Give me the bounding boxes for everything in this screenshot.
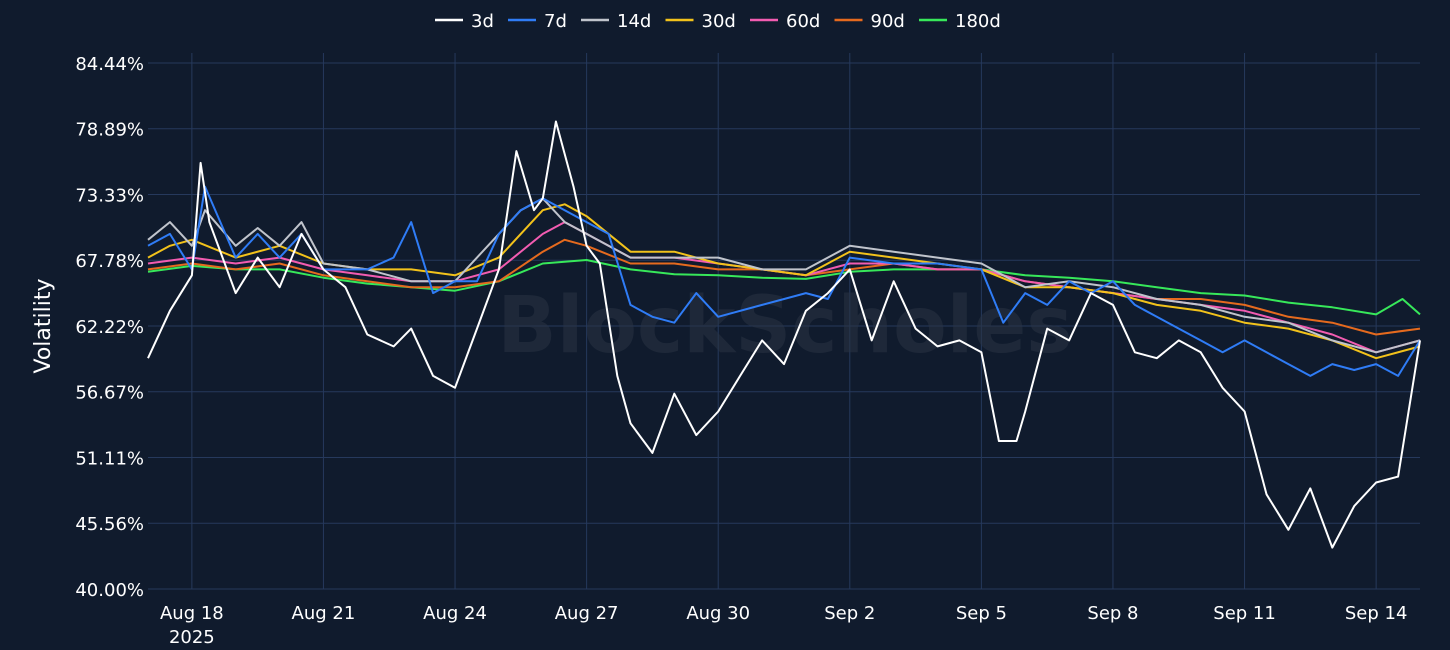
legend-item-60d[interactable]: 60d — [750, 11, 820, 32]
legend-item-14d[interactable]: 14d — [581, 11, 651, 32]
x-tick-label: Sep 2 — [824, 603, 875, 624]
legend-label: 30d — [702, 11, 736, 32]
legend-label: 90d — [871, 11, 905, 32]
x-tick-label: Aug 30 — [686, 603, 750, 624]
x-tick-label: Sep 11 — [1213, 603, 1276, 624]
x-tick-label: Sep 8 — [1087, 603, 1138, 624]
x-tick-label: Aug 27 — [555, 603, 619, 624]
x-tick-label: Sep 5 — [956, 603, 1007, 624]
legend-item-180d[interactable]: 180d — [919, 11, 1001, 32]
y-tick-label: 51.11% — [75, 449, 144, 470]
y-tick-label: 45.56% — [75, 514, 144, 535]
legend-item-7d[interactable]: 7d — [508, 11, 567, 32]
x-tick-label: Aug 21 — [292, 603, 356, 624]
y-axis-ticks: 40.00% 45.56% 51.11% 56.67% 62.22% 67.78% 73.3… — [75, 54, 144, 601]
series-line-14d — [147, 197, 1421, 354]
y-axis-label: Volatility — [31, 278, 56, 373]
y-tick-label: 56.67% — [75, 383, 144, 404]
y-tick-label: 84.44% — [75, 54, 144, 75]
legend-item-30d[interactable]: 30d — [665, 11, 736, 32]
legend-label: 180d — [955, 11, 1001, 32]
y-tick-label: 67.78% — [75, 251, 144, 272]
watermark: BlockScholes — [497, 281, 1072, 371]
legend-item-3d[interactable]: 3d — [435, 11, 494, 32]
legend-label: 3d — [471, 11, 494, 32]
series-lines — [147, 120, 1421, 549]
x-tick-label: Aug 18 — [160, 603, 224, 624]
legend[interactable]: 3d 7d 14d 30d 60d 90d 180d — [435, 11, 1001, 32]
legend-label: 7d — [544, 11, 567, 32]
x-tick-label: Aug 24 — [423, 603, 487, 624]
series-line-7d — [147, 185, 1421, 377]
y-tick-label: 62.22% — [75, 317, 144, 338]
legend-label: 14d — [617, 11, 651, 32]
x-tick-sublabel: 2025 — [169, 627, 215, 648]
x-tick-label: Sep 14 — [1345, 603, 1408, 624]
y-tick-label: 73.33% — [75, 186, 144, 207]
x-axis-ticks: Aug 18 2025 Aug 21 Aug 24 Aug 27 Aug 30 Sep 2 S… — [160, 603, 1407, 648]
legend-item-90d[interactable]: 90d — [834, 11, 905, 32]
y-tick-label: 78.89% — [75, 120, 144, 141]
y-tick-label: 40.00% — [75, 580, 144, 601]
legend-label: 60d — [786, 11, 820, 32]
series-line-180d — [147, 259, 1421, 316]
grid-lines — [148, 53, 1420, 590]
series-line-3d — [147, 120, 1421, 549]
